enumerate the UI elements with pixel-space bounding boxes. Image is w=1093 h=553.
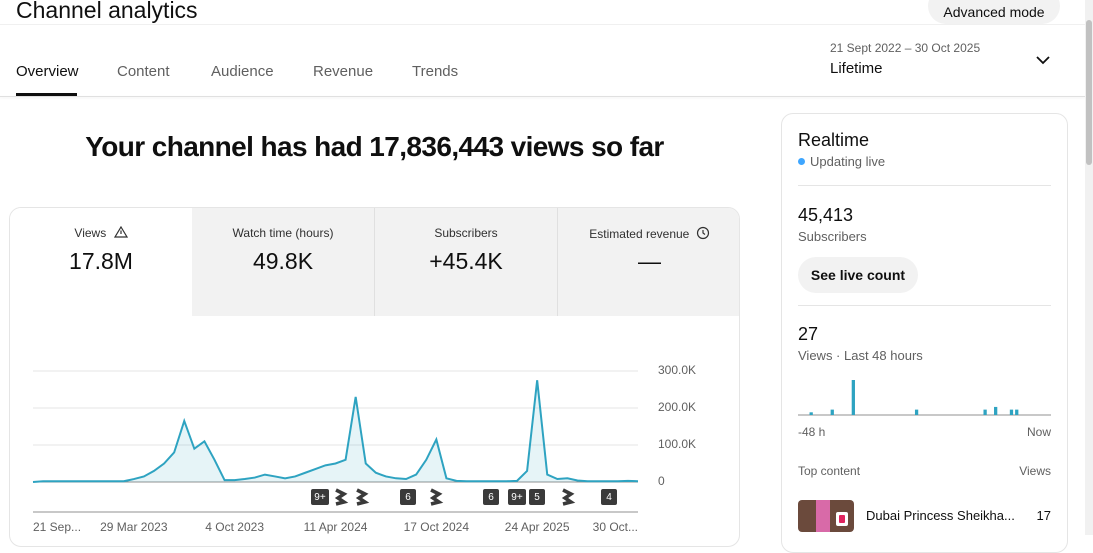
- advanced-mode-button[interactable]: Advanced mode: [928, 0, 1060, 24]
- y-tick-label: 100.0K: [658, 437, 696, 451]
- top-content-label: Top content: [798, 464, 861, 478]
- divider: [798, 185, 1051, 186]
- tab[interactable]: Content: [117, 63, 170, 80]
- tab[interactable]: Overview: [16, 63, 79, 80]
- marker-label: 9+: [511, 492, 523, 503]
- marker: [311, 489, 329, 505]
- video-title[interactable]: Dubai Princess Sheikha...: [866, 508, 1015, 523]
- x-tick-label: 4 Oct 2023: [205, 520, 264, 534]
- line: [32, 380, 639, 483]
- marker: [508, 489, 526, 505]
- metric-value: 17.8M: [69, 248, 133, 274]
- page-title: Channel analytics: [16, 0, 198, 23]
- bar: [1015, 409, 1019, 415]
- y-tick-label: 200.0K: [658, 400, 696, 414]
- area: [33, 380, 638, 482]
- marker: [601, 489, 617, 505]
- metric-label: Subscribers: [434, 226, 498, 240]
- bar: [809, 412, 813, 415]
- metric-label-text: Estimated revenue: [589, 227, 690, 241]
- scrollbar: [1085, 0, 1093, 535]
- tab-indicator: [16, 93, 77, 96]
- bar: [994, 406, 998, 415]
- content-markers: 9+ 6 6 9+ 5 4: [311, 488, 617, 506]
- live-status: Updating live: [810, 154, 886, 169]
- live-dot: [798, 158, 805, 165]
- x-tick-label: 11 Apr 2024: [304, 520, 368, 534]
- bar: [851, 380, 855, 415]
- metric-value: 49.8K: [252, 248, 314, 274]
- shorts-icon: [429, 488, 444, 506]
- tab[interactable]: Trends: [412, 63, 459, 80]
- divider: [0, 24, 1085, 25]
- live-count-button[interactable]: See live count: [798, 257, 918, 293]
- subscriber-count: 45,413: [798, 205, 854, 225]
- x-tick-label: -48 h: [798, 425, 825, 439]
- x-tick-label: 24 Apr 2025: [505, 520, 570, 534]
- headline: Your channel has had 17,836,443 views so…: [85, 131, 664, 162]
- metric-tile[interactable]: Estimated revenue —: [558, 208, 739, 316]
- metric-tile[interactable]: Watch time (hours) 49.8K: [192, 208, 375, 316]
- marker-label: 9+: [314, 492, 326, 503]
- tab[interactable]: Audience: [211, 63, 274, 80]
- x-tick-label: 30 Oct...: [593, 520, 638, 534]
- marker-label: 4: [606, 492, 612, 503]
- realtime-title: Realtime: [798, 130, 870, 150]
- date-range: 21 Sept 2022 – 30 Oct 2025: [830, 41, 981, 55]
- date-preset: Lifetime: [830, 60, 883, 77]
- x-tick-label: 21 Sep...: [33, 520, 81, 534]
- marker-label: 6: [405, 492, 411, 503]
- bar: [830, 409, 834, 415]
- analytics-card: Views 17.8M Watch time (hours) 49.8K Sub…: [9, 207, 740, 547]
- bar: [914, 409, 919, 415]
- metric-tile[interactable]: Views 17.8M: [10, 208, 193, 316]
- shorts-icon: [334, 488, 349, 506]
- metric-label: Views: [10, 225, 192, 240]
- scrollbar-thumb[interactable]: [1086, 20, 1092, 165]
- marker: [529, 489, 545, 505]
- marker: [400, 489, 416, 505]
- metric-value: +45.4K: [429, 248, 503, 274]
- video-views: 17: [1036, 508, 1051, 523]
- bar: [983, 409, 987, 415]
- clock-icon: [696, 226, 709, 240]
- divider: [0, 96, 1085, 97]
- dropdown-chevron[interactable]: [1034, 52, 1052, 68]
- button-label: Advanced mode: [943, 4, 1045, 20]
- shorts-icon: [561, 488, 576, 506]
- metric-label: Estimated revenue: [558, 226, 739, 241]
- warning-icon: [113, 225, 128, 238]
- metric-tile[interactable]: Subscribers +45.4K: [375, 208, 558, 316]
- views-column-label: Views: [1019, 464, 1051, 478]
- realtime-views: 27: [798, 324, 819, 344]
- metric-value: —: [638, 248, 661, 274]
- views-chart: 9+ 6 6 9+ 5 4 0 100.0K 200.0K 300.0K 21 Sep.…: [32, 363, 696, 534]
- x-tick-label: Now: [1027, 425, 1051, 439]
- divider: [798, 305, 1051, 306]
- tab[interactable]: Revenue: [313, 63, 374, 80]
- bar: [1009, 409, 1014, 415]
- realtime-views-label: Views · Last 48 hours: [798, 348, 923, 363]
- realtime-chart: -48 h Now: [798, 380, 1051, 439]
- x-tick-label: 17 Oct 2024: [404, 520, 470, 534]
- realtime-card: [781, 113, 1068, 553]
- marker: [483, 489, 499, 505]
- subscriber-label: Subscribers: [798, 229, 867, 244]
- y-tick-label: 300.0K: [658, 363, 696, 377]
- metric-label: Watch time (hours): [232, 226, 334, 240]
- metric-label-text: Views: [74, 226, 107, 240]
- x-tick-label: 29 Mar 2023: [100, 520, 168, 534]
- marker-label: 5: [534, 492, 540, 503]
- marker-label: 6: [488, 492, 494, 503]
- y-tick-label: 0: [658, 474, 665, 488]
- shorts-icon: [355, 488, 370, 506]
- video-thumbnail[interactable]: [798, 500, 854, 532]
